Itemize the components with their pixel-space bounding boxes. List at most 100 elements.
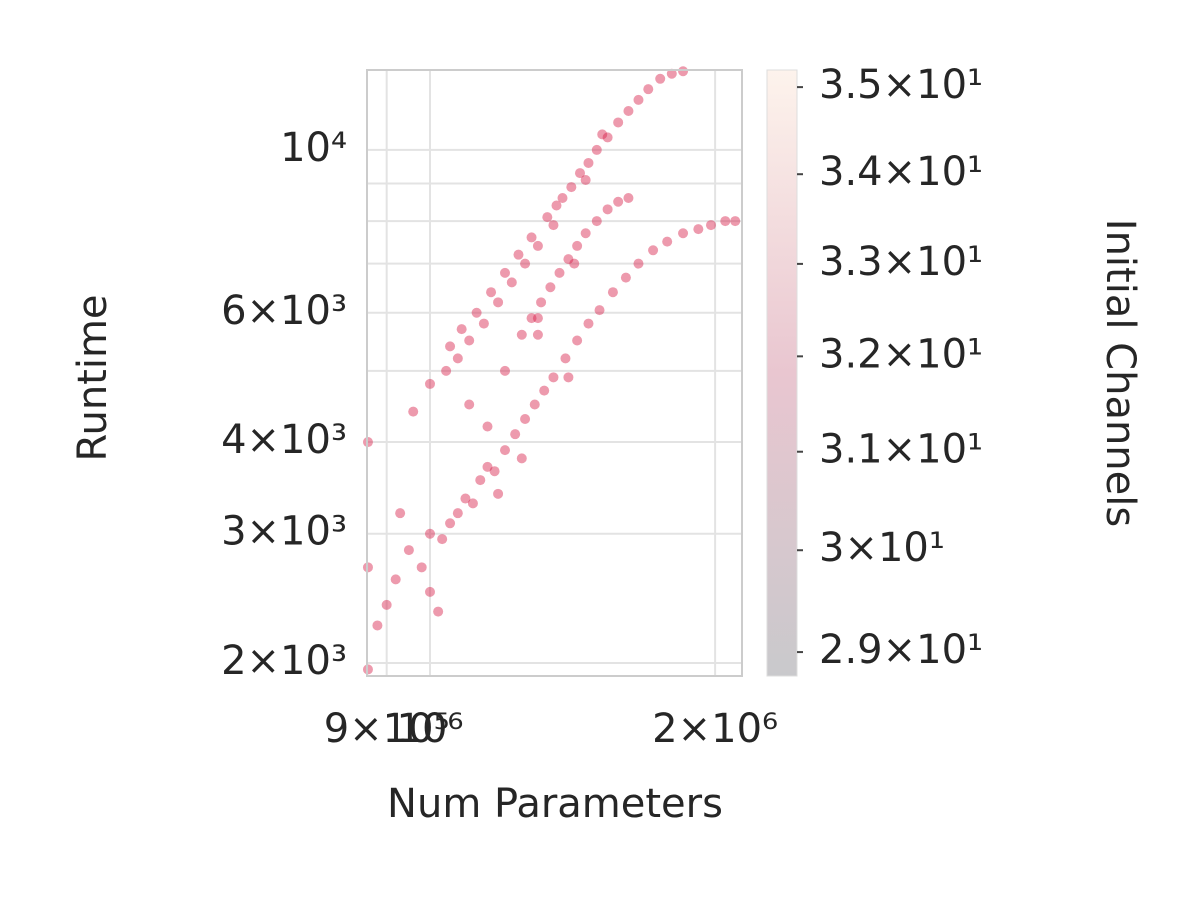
point	[510, 429, 521, 440]
point	[693, 224, 704, 235]
point	[583, 318, 594, 329]
point	[513, 249, 524, 260]
colorbar-tick-label: 3.3×10¹	[819, 239, 983, 285]
point	[471, 307, 482, 318]
point	[526, 232, 537, 243]
point	[662, 236, 673, 247]
point	[499, 267, 510, 278]
point	[424, 378, 435, 389]
colorbar-tick-label: 3×10¹	[819, 525, 945, 571]
point	[613, 117, 624, 128]
point	[583, 157, 594, 168]
point	[475, 475, 486, 486]
point	[486, 287, 497, 298]
point	[563, 372, 574, 383]
point	[602, 132, 613, 143]
colorbar-tick-label: 3.4×10¹	[819, 149, 983, 195]
point	[539, 385, 550, 396]
point	[372, 620, 383, 631]
point	[482, 461, 493, 472]
point	[403, 545, 414, 556]
point	[516, 453, 527, 464]
point	[445, 518, 456, 529]
colorbar-tick-label: 2.9×10¹	[819, 627, 983, 673]
point	[452, 353, 463, 364]
point	[482, 421, 493, 432]
point	[597, 129, 608, 140]
point	[390, 574, 401, 585]
point	[433, 606, 444, 617]
point	[416, 562, 427, 573]
point	[456, 324, 467, 335]
point	[633, 94, 644, 105]
point	[591, 216, 602, 227]
point	[602, 204, 613, 215]
x-tick-label: 9×10⁵	[324, 706, 450, 752]
point	[532, 329, 543, 340]
colorbar-tick-label: 3.2×10¹	[819, 331, 983, 377]
x-tick-label: 10⁶	[397, 706, 464, 752]
point	[705, 220, 716, 231]
y-tick-label: 2×10³	[221, 638, 347, 684]
point	[441, 365, 452, 376]
point	[545, 282, 556, 293]
point	[551, 200, 562, 211]
point	[408, 406, 419, 417]
y-tick-label: 3×10³	[221, 509, 347, 555]
point	[648, 245, 659, 256]
point	[678, 228, 689, 239]
point	[607, 287, 618, 298]
point	[520, 258, 531, 269]
point	[542, 212, 553, 223]
point	[445, 341, 456, 352]
point	[572, 335, 583, 346]
point	[532, 313, 543, 324]
point	[424, 586, 435, 597]
y-axis-label: Runtime	[70, 294, 116, 461]
colorbar-label: Initial Channels	[1097, 219, 1143, 527]
x-axis-label: Num Parameters	[387, 781, 723, 827]
point	[464, 399, 475, 410]
point	[467, 498, 478, 509]
y-tick-label: 10⁴	[280, 125, 347, 171]
point	[557, 193, 568, 204]
point	[720, 216, 731, 227]
point	[506, 277, 517, 288]
point	[460, 493, 471, 504]
point	[516, 329, 527, 340]
point	[529, 399, 540, 410]
point	[532, 240, 543, 251]
y-tick-label: 4×10³	[221, 417, 347, 463]
point	[493, 297, 504, 308]
point	[591, 144, 602, 155]
point	[623, 193, 634, 204]
point	[548, 220, 559, 231]
point	[633, 258, 644, 269]
point	[572, 240, 583, 251]
point	[580, 228, 591, 239]
colorbar	[766, 69, 798, 677]
point	[594, 305, 605, 316]
point	[464, 335, 475, 346]
point	[499, 365, 510, 376]
point	[613, 196, 624, 207]
x-tick-label: 2×10⁶	[652, 706, 778, 752]
point	[666, 68, 677, 79]
point	[548, 372, 559, 383]
point	[520, 413, 531, 424]
point	[437, 534, 448, 545]
colorbar-tick-label: 3.1×10¹	[819, 427, 983, 473]
point	[563, 254, 574, 265]
point	[395, 508, 406, 519]
point	[678, 66, 689, 77]
point	[566, 182, 577, 193]
plot-frame	[366, 69, 743, 677]
point	[493, 488, 504, 499]
point	[560, 353, 571, 364]
point	[536, 297, 547, 308]
point	[574, 168, 585, 179]
point	[643, 84, 654, 95]
point	[526, 313, 537, 324]
point	[424, 528, 435, 539]
